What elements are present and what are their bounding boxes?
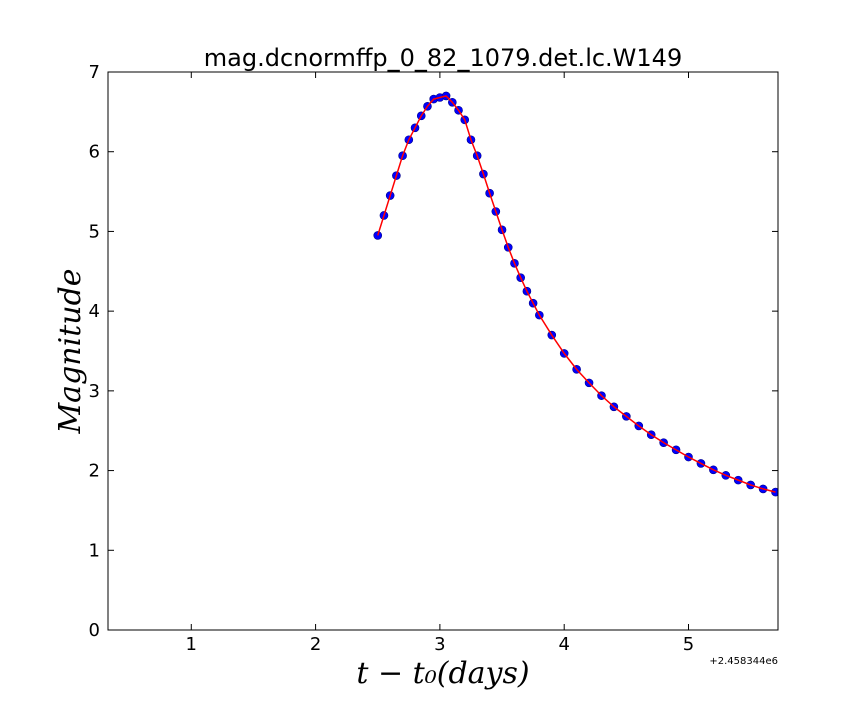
y-tick-label-7: 7 <box>89 62 100 83</box>
x-axis-label: t − t₀(days) <box>356 656 529 691</box>
x-tick-label-4: 4 <box>558 634 569 655</box>
y-tick-label-5: 5 <box>89 221 100 242</box>
y-tick-label-1: 1 <box>89 540 100 561</box>
y-tick-label-4: 4 <box>89 301 100 322</box>
plot-data-layer <box>373 91 778 497</box>
y-axis-label: Magnitude <box>53 268 88 434</box>
x-offset-label: +2.458344e6 <box>709 656 778 667</box>
model-curve-line <box>377 95 776 493</box>
x-tick-label-3: 3 <box>434 634 445 655</box>
x-tick-label-1: 1 <box>186 634 197 655</box>
y-tick-label-0: 0 <box>89 620 100 641</box>
x-tick-label-5: 5 <box>683 634 694 655</box>
y-tick-label-6: 6 <box>89 142 100 163</box>
y-tick-label-2: 2 <box>89 461 100 482</box>
x-tick-label-2: 2 <box>310 634 321 655</box>
axis-ticks: 1 2 3 4 5 0 1 2 3 4 5 6 7 <box>89 62 778 655</box>
chart-title: mag.dcnormffp_0_82_1079.det.lc.W149 <box>204 44 682 72</box>
plot-frame <box>107 71 779 631</box>
y-tick-label-3: 3 <box>89 381 100 402</box>
